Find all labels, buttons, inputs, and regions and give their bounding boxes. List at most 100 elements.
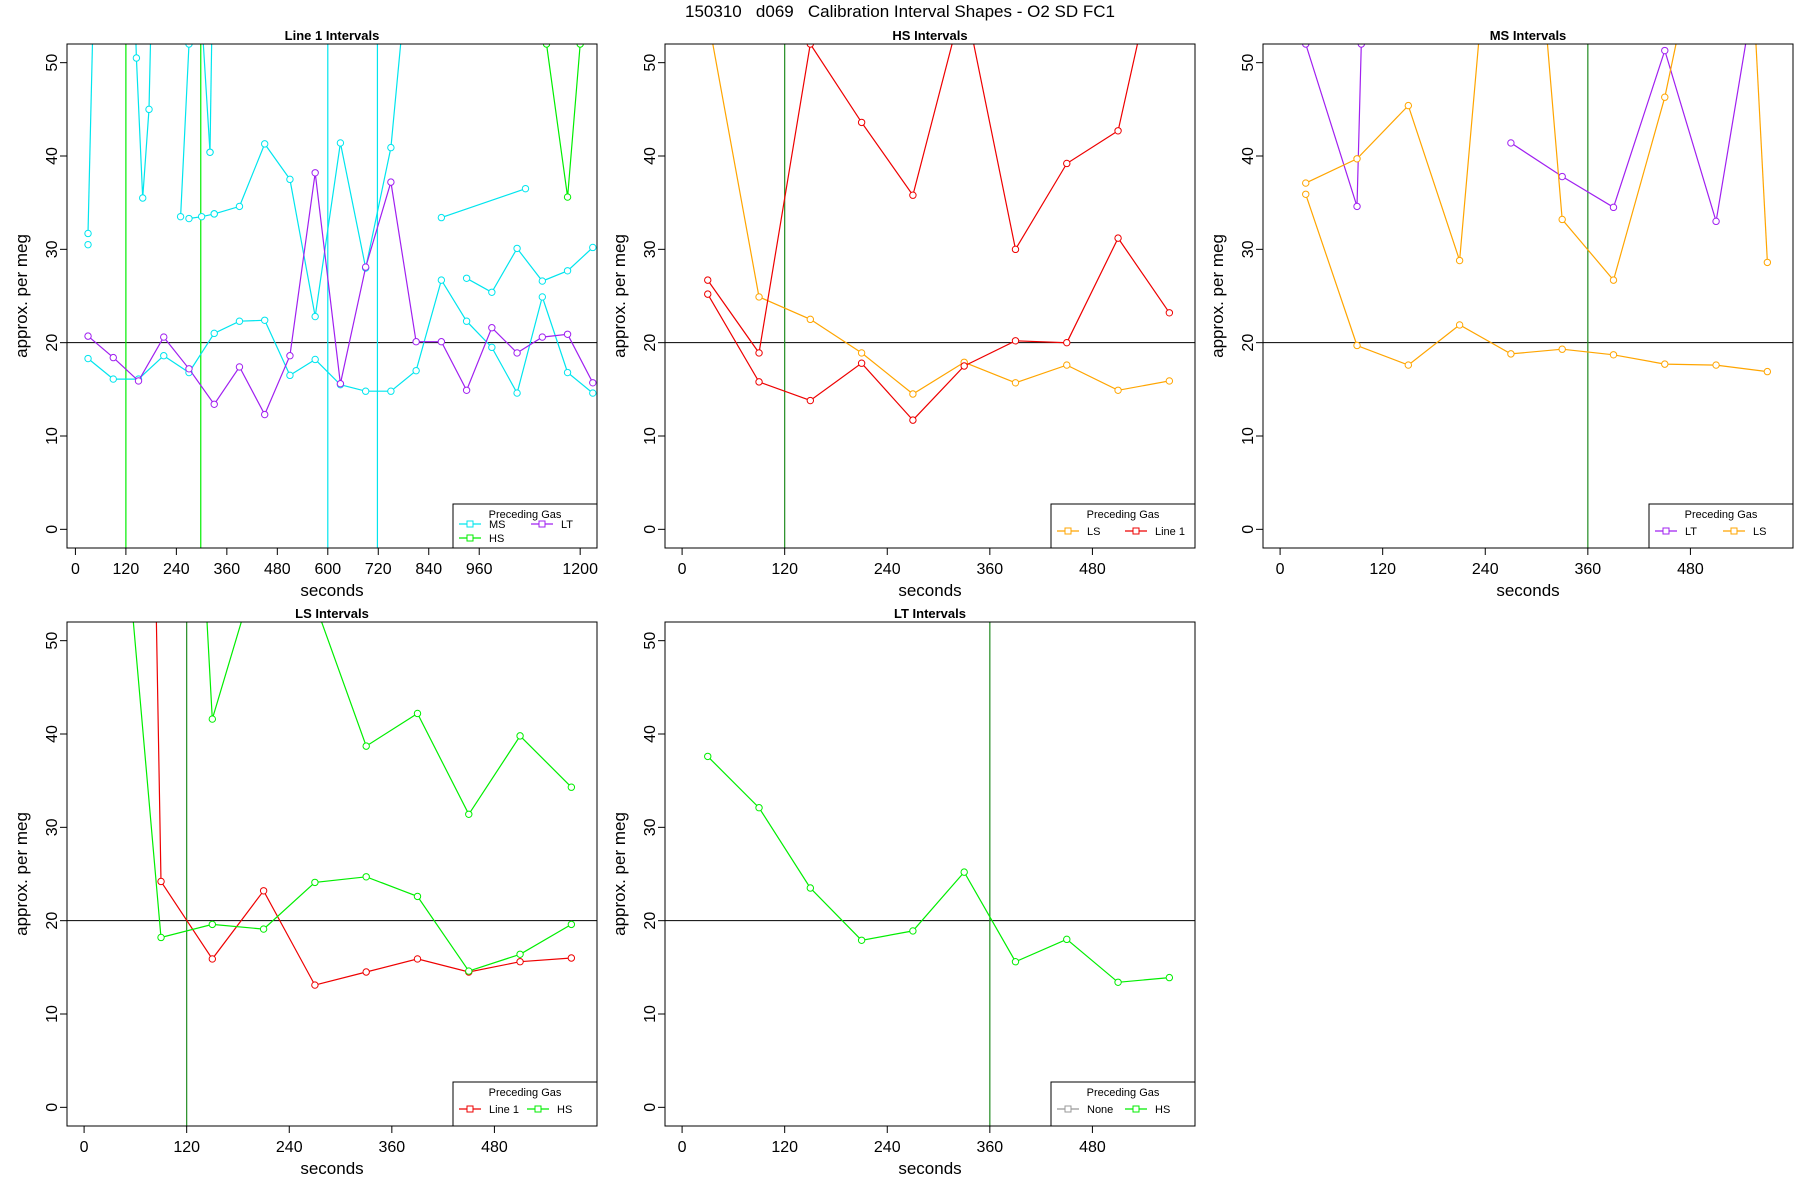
y-tick-label: 50 (44, 54, 61, 72)
series-line-lt (1305, 44, 1362, 207)
legend-box (1050, 503, 1196, 549)
data-point (1763, 258, 1772, 267)
series-line-ms (441, 188, 526, 219)
data-point (513, 349, 521, 357)
y-tick-label: 0 (44, 1103, 61, 1112)
series-line-ms (214, 44, 402, 317)
data-point (260, 316, 269, 324)
plot-area (1263, 13, 1793, 548)
legend-swatch-marker (1064, 1105, 1072, 1113)
data-point (1114, 978, 1122, 986)
data-point (124, 544, 130, 550)
panel-title: LT Intervals (894, 606, 966, 621)
data-point (259, 887, 268, 895)
data-point (1558, 215, 1566, 224)
y-tick-label: 0 (642, 1103, 659, 1112)
data-point (109, 375, 117, 383)
y-tick-label: 30 (642, 240, 659, 258)
data-point (176, 212, 185, 221)
data-point (160, 333, 168, 341)
data-point (84, 229, 92, 238)
series-line-lt (87, 172, 594, 416)
x-tick-label: 360 (976, 561, 1003, 578)
data-point (1165, 377, 1174, 385)
series-line-hs (132, 622, 572, 972)
data-point (84, 332, 92, 340)
series-line-ls (1305, 194, 1768, 373)
legend: Preceding Gas Line 1 HS (452, 1081, 598, 1127)
chart-panel-3: MS Intervals seconds approx. per meg 0 120 24… (1208, 13, 1794, 600)
data-point (1353, 202, 1361, 211)
data-point (1478, 13, 1484, 19)
data-point (1165, 973, 1174, 982)
x-tick-label: 120 (113, 561, 140, 578)
series-line-ls (712, 44, 1170, 395)
series-line-ls (1546, 44, 1677, 282)
x-tick-label: 360 (378, 1139, 405, 1156)
y-tick-label: 0 (642, 525, 659, 534)
plot-frame (664, 43, 1196, 549)
x-tick-label: 240 (276, 1139, 303, 1156)
data-point (1661, 46, 1669, 55)
legend-swatch-marker (466, 1105, 474, 1113)
legend-swatch-marker (1662, 527, 1670, 535)
data-point (260, 544, 266, 550)
x-tick-label: 240 (874, 1139, 901, 1156)
data-point (488, 343, 496, 352)
y-tick-label: 50 (642, 54, 659, 72)
legend-label: HS (557, 1104, 572, 1116)
legend-label: Line 1 (1155, 526, 1185, 538)
data-point (857, 936, 866, 944)
data-point (84, 240, 92, 249)
legend-label: LT (1685, 526, 1697, 538)
data-point (361, 387, 370, 395)
plot-frame (664, 621, 1196, 1127)
y-tick-label: 30 (44, 240, 61, 258)
data-point (1114, 234, 1122, 242)
data-point (567, 920, 576, 929)
legend-swatch-marker (1132, 527, 1140, 535)
legend-label: LS (1753, 526, 1766, 538)
data-point (513, 244, 521, 253)
legend-title: Preceding Gas (489, 1087, 562, 1099)
data-point (1507, 139, 1515, 147)
series-line-line-1 (155, 622, 572, 986)
data-point (208, 920, 217, 929)
data-point (567, 783, 576, 791)
series-line-ms (209, 44, 213, 153)
panel-title: Line 1 Intervals (285, 28, 380, 43)
data-point (462, 317, 471, 325)
series-line-hs (707, 755, 1170, 983)
data-point (567, 954, 576, 962)
x-tick-label: 120 (173, 1139, 200, 1156)
y-tick-label: 40 (1240, 147, 1257, 165)
legend-title: Preceding Gas (1087, 509, 1160, 521)
data-point (516, 732, 524, 740)
legend-box (1648, 503, 1794, 549)
y-tick-label: 10 (44, 1005, 61, 1023)
data-point (437, 338, 446, 346)
data-point (1661, 93, 1669, 101)
data-point (516, 958, 524, 966)
x-tick-label: 720 (365, 561, 392, 578)
y-tick-label: 30 (1240, 240, 1257, 258)
data-point (362, 742, 370, 750)
data-point (109, 353, 117, 362)
data-point (260, 140, 269, 148)
data-point (563, 193, 572, 201)
y-axis-label: approx. per meg (1208, 234, 1227, 358)
data-point (1114, 386, 1122, 394)
data-point (542, 44, 551, 48)
y-tick-label: 50 (642, 632, 659, 650)
legend-label: LS (1087, 526, 1100, 538)
x-tick-label: 360 (1574, 561, 1601, 578)
legend-swatch-marker (1132, 1105, 1140, 1113)
data-point (857, 118, 866, 127)
series-line-line-1 (707, 44, 1139, 355)
plot-area (67, 44, 597, 548)
x-tick-label: 600 (314, 561, 341, 578)
x-tick-label: 480 (1079, 1139, 1106, 1156)
x-tick-label: 360 (213, 561, 240, 578)
figure-title: 150310 d069 Calibration Interval Shapes … (685, 2, 1115, 21)
